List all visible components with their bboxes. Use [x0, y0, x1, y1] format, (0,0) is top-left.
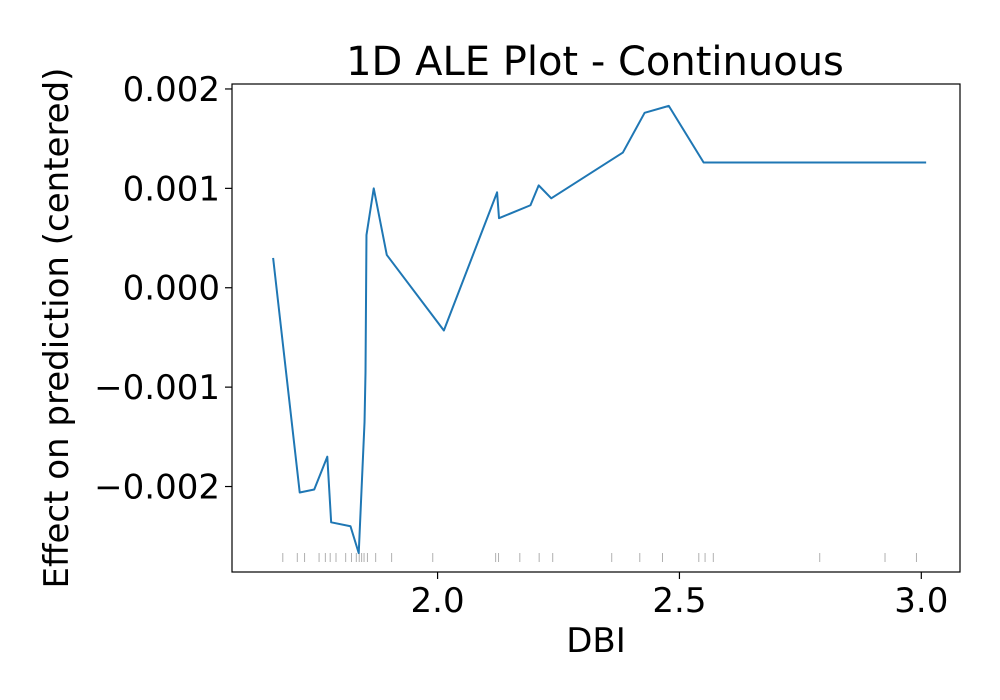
- y-tick-label: 0.002: [123, 70, 220, 110]
- series-line-0: [272, 104, 927, 555]
- y-tick-label: 0.001: [123, 169, 220, 209]
- x-tick-label: 2.5: [652, 581, 706, 621]
- y-tick-label: −0.002: [94, 468, 220, 508]
- rug-layer: [282, 553, 917, 562]
- plot-frame: [231, 83, 961, 573]
- chart-title: 1D ALE Plot - Continuous: [346, 39, 844, 85]
- x-tick-label: 2.0: [411, 581, 465, 621]
- x-axis: 2.0 2.5 3.0: [411, 572, 948, 621]
- series-layer: [272, 104, 927, 555]
- x-axis-label: DBI: [566, 621, 626, 661]
- y-axis: −0.002 −0.001 0.000 0.001 0.002: [94, 70, 232, 508]
- y-tick-label: −0.001: [94, 368, 220, 408]
- y-axis-label: Effect on prediction (centered): [37, 68, 77, 589]
- y-tick-label: 0.000: [123, 269, 220, 309]
- x-tick-label: 3.0: [894, 581, 948, 621]
